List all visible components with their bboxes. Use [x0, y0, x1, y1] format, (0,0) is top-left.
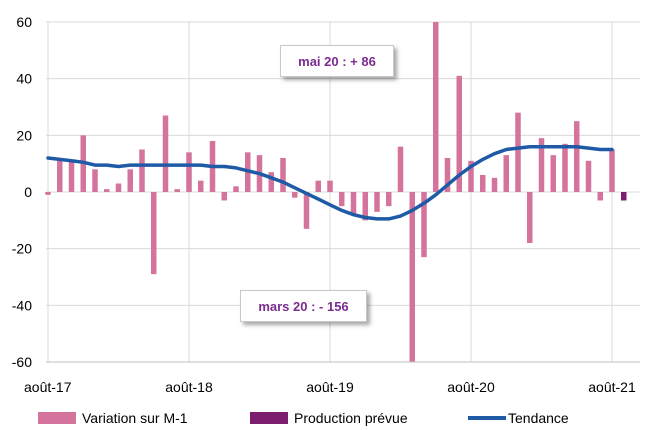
bar-s0-4 [92, 169, 98, 192]
bar-s0-26 [350, 192, 357, 215]
bar-s0-10 [162, 115, 169, 192]
bar-s0-27 [362, 192, 368, 221]
bar-s0-38 [491, 177, 498, 192]
y-tick-label-3: 0 [24, 184, 32, 200]
bar-s0-41 [527, 192, 533, 243]
x-tick-label-3: août-20 [447, 379, 495, 395]
bar-s0-12 [186, 152, 192, 192]
annotation-max: mai 20 : + 86 [280, 45, 394, 77]
bar-s0-13 [198, 180, 204, 192]
bar-s0-40 [515, 112, 521, 192]
bar-s0-28 [374, 192, 380, 212]
bar-s0-33 [433, 22, 439, 192]
trend-line [46, 144, 614, 221]
legend: Variation sur M-1 Production prévue Tend… [0, 408, 645, 430]
legend-swatch-production [250, 412, 288, 424]
bar-s0-7 [127, 169, 133, 192]
bar-s0-42 [538, 138, 545, 192]
bar-s0-47 [597, 192, 603, 201]
y-tick-label-2: 20 [16, 127, 32, 143]
trend-line-group [46, 144, 614, 221]
bar-s0-0 [45, 192, 51, 195]
bar-s0-39 [503, 155, 509, 192]
x-tick-label-4: août-21 [588, 379, 636, 395]
bar-s0-35 [456, 75, 462, 192]
legend-label-production: Production prévue [294, 410, 408, 426]
bar-s0-36 [468, 160, 474, 192]
bar-s0-46 [585, 160, 592, 192]
bar-s0-19 [268, 172, 274, 192]
legend-item-tendance: Tendance [468, 410, 569, 426]
legend-item-variation: Variation sur M-1 [38, 410, 188, 426]
bar-s0-15 [221, 192, 227, 201]
y-tick-label-6: -60 [12, 354, 32, 370]
bar-s0-11 [174, 189, 180, 192]
y-axis-ticks: 60 40 20 0 -20 -40 -60 [12, 14, 32, 370]
legend-swatch-tendance [468, 416, 506, 420]
bar-s1-49 [621, 192, 627, 201]
x-tick-label-1: août-18 [165, 379, 213, 395]
y-tick-label-5: -40 [12, 297, 32, 313]
y-tick-label-4: -20 [12, 241, 32, 257]
x-axis-ticks: août-17 août-18 août-19 août-20 août-21 [24, 379, 636, 395]
annotation-min: mars 20 : - 156 [240, 290, 367, 322]
y-tick-label-0: 60 [16, 14, 32, 30]
bar-s0-32 [421, 192, 427, 258]
bar-s0-9 [151, 192, 157, 275]
bar-s0-5 [104, 189, 110, 192]
bar-s0-22 [303, 192, 310, 229]
bar-s0-24 [327, 180, 333, 192]
bar-s0-25 [339, 192, 345, 207]
bar-s0-29 [386, 192, 392, 207]
legend-label-tendance: Tendance [508, 410, 569, 426]
bar-s0-34 [444, 158, 451, 192]
bar-s0-44 [562, 143, 568, 192]
bar-s0-23 [315, 180, 321, 192]
bar-s0-21 [292, 192, 298, 198]
legend-label-variation: Variation sur M-1 [82, 410, 188, 426]
bar-s0-2 [68, 160, 75, 192]
bar-s0-45 [574, 121, 580, 192]
bar-s0-1 [57, 160, 63, 192]
bar-s0-43 [550, 155, 556, 192]
bar-s0-31 [409, 192, 415, 362]
x-tick-label-0: août-17 [24, 379, 72, 395]
bar-s0-8 [139, 149, 145, 192]
x-tick-label-2: août-19 [306, 379, 354, 395]
bar-s0-30 [397, 146, 404, 192]
legend-swatch-variation [38, 412, 76, 424]
y-tick-label-1: 40 [16, 71, 32, 87]
legend-item-production: Production prévue [250, 410, 408, 426]
bar-s0-20 [280, 158, 286, 192]
bar-s0-6 [115, 183, 122, 192]
bar-s0-37 [480, 175, 486, 192]
bar-s0-48 [609, 149, 615, 192]
bar-s0-16 [233, 186, 239, 192]
